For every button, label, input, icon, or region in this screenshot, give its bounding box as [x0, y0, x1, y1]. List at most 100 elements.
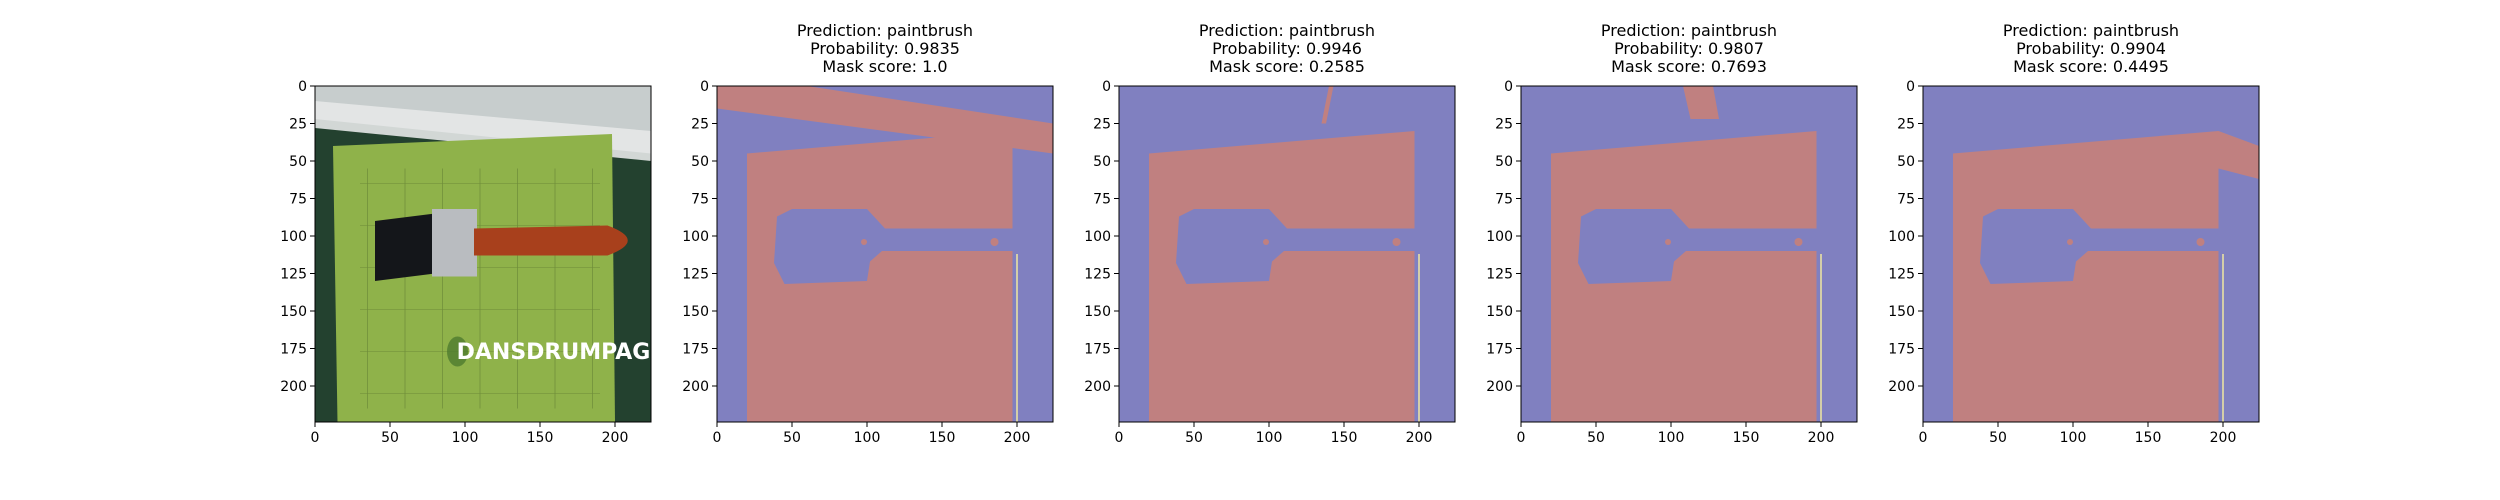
- x-tick-label: 0: [1919, 430, 1928, 446]
- panel-title-line: Prediction: paintbrush: [1199, 21, 1375, 40]
- y-tick-label: 125: [280, 267, 307, 283]
- mask-stripe-region: [2218, 131, 2259, 179]
- x-tick-label: 50: [1587, 430, 1605, 446]
- panel-2: 0 50 100 150 200 0 25 50 75 100 125 150 175 200 Predic…: [682, 21, 1054, 446]
- x-tick-label: 150: [1733, 430, 1760, 446]
- mask-brush-region: [1578, 209, 1821, 284]
- x-tick-label: 150: [1331, 430, 1358, 446]
- y-tick-label: 150: [1084, 304, 1111, 320]
- panel-title-line: Prediction: paintbrush: [797, 21, 973, 40]
- x-tick-label: 100: [452, 430, 479, 446]
- input-photo: DANSDRUMPAGE: [315, 86, 666, 422]
- y-tick-label: 75: [1495, 192, 1513, 208]
- y-tick-label: 100: [280, 229, 307, 245]
- y-tick-label: 25: [289, 117, 307, 133]
- panel-title-line: Probability: 0.9807: [1614, 39, 1764, 58]
- y-tick-label: 200: [682, 379, 709, 395]
- mask-image: [1119, 86, 1455, 422]
- y-tick-label: 25: [691, 117, 709, 133]
- panel-title-line: Mask score: 1.0: [822, 57, 947, 76]
- y-tick-label: 200: [1486, 379, 1513, 395]
- mask-brush-region: [1980, 209, 2223, 284]
- y-tick-label: 0: [298, 79, 307, 95]
- y-tick-label: 100: [1486, 229, 1513, 245]
- y-tick-label: 175: [1084, 342, 1111, 358]
- mask-foreground-region: [1149, 131, 1415, 422]
- mask-stripe-region: [717, 86, 1053, 154]
- axes-frame: [1520, 85, 1858, 423]
- x-tick-label: 50: [1989, 430, 2007, 446]
- y-tick-label: 0: [1102, 79, 1111, 95]
- x-tick-label: 50: [381, 430, 399, 446]
- x-tick-label: 0: [311, 430, 320, 446]
- axes-frame: [1922, 85, 2260, 423]
- y-tick-label: 125: [1888, 267, 1915, 283]
- x-tick-label: 150: [929, 430, 956, 446]
- panel-title-line: Probability: 0.9904: [2016, 39, 2166, 58]
- y-tick-label: 50: [289, 154, 307, 170]
- panel-title-line: Mask score: 0.4495: [2013, 57, 2169, 76]
- y-tick-label: 100: [1084, 229, 1111, 245]
- y-tick-label: 50: [691, 154, 709, 170]
- y-tick-label: 125: [1084, 267, 1111, 283]
- x-tick-label: 100: [2060, 430, 2087, 446]
- panel-3: 0 50 100 150 200 0 25 50 75 100 125 150 175 200 Predic…: [1084, 21, 1456, 446]
- axes-frame: [314, 85, 652, 423]
- y-tick-label: 175: [682, 342, 709, 358]
- x-tick-label: 0: [713, 430, 722, 446]
- x-tick-label: 100: [1256, 430, 1283, 446]
- y-tick-label: 25: [1093, 117, 1111, 133]
- x-tick-label: 200: [602, 430, 629, 446]
- mask-foreground-region: [1551, 131, 1817, 422]
- y-tick-label: 100: [1888, 229, 1915, 245]
- y-tick-label: 0: [1504, 79, 1513, 95]
- panel-title-line: Prediction: paintbrush: [2003, 21, 2179, 40]
- panel-5: 0 50 100 150 200 0 25 50 75 100 125 150 175 200 Predic…: [1888, 21, 2260, 446]
- y-tick-label: 200: [1084, 379, 1111, 395]
- y-tick-label: 200: [1888, 379, 1915, 395]
- y-tick-label: 125: [682, 267, 709, 283]
- y-tick-label: 25: [1495, 117, 1513, 133]
- x-tick-label: 150: [2135, 430, 2162, 446]
- x-tick-label: 200: [1004, 430, 1031, 446]
- y-tick-label: 50: [1093, 154, 1111, 170]
- y-tick-label: 175: [1486, 342, 1513, 358]
- mask-speck: [1263, 239, 1269, 245]
- x-tick-label: 0: [1517, 430, 1526, 446]
- mask-brush-region: [774, 209, 1017, 284]
- panel-title-line: Mask score: 0.2585: [1209, 57, 1365, 76]
- x-tick-label: 100: [854, 430, 881, 446]
- y-tick-label: 25: [1897, 117, 1915, 133]
- mask-brush-region: [1176, 209, 1419, 284]
- mask-image: [1521, 86, 1857, 422]
- y-tick-label: 75: [691, 192, 709, 208]
- photo-paper: [333, 134, 615, 422]
- x-tick-label: 50: [783, 430, 801, 446]
- mask-foreground-region: [1953, 131, 2219, 422]
- mask-stripe-region: [1321, 86, 1334, 124]
- mask-speck: [1794, 238, 1803, 246]
- photo-brush-bristles: [375, 213, 435, 281]
- y-tick-label: 75: [289, 192, 307, 208]
- panel-title-line: Probability: 0.9946: [1212, 39, 1362, 58]
- x-tick-label: 200: [2210, 430, 2237, 446]
- y-tick-label: 0: [1906, 79, 1915, 95]
- axes-frame: [716, 85, 1054, 423]
- x-tick-label: 0: [1115, 430, 1124, 446]
- mask-speck: [1665, 239, 1671, 245]
- y-tick-label: 150: [1486, 304, 1513, 320]
- y-tick-label: 0: [700, 79, 709, 95]
- mask-speck: [990, 238, 999, 246]
- photo-overlay-text: DANSDRUMPAGE: [457, 340, 666, 365]
- y-tick-label: 50: [1897, 154, 1915, 170]
- mask-image: [717, 86, 1053, 422]
- y-tick-label: 100: [682, 229, 709, 245]
- x-tick-label: 200: [1808, 430, 1835, 446]
- mask-foreground-region: [747, 131, 1013, 422]
- y-tick-label: 175: [1888, 342, 1915, 358]
- panel-1: DANSDRUMPAGE 0 50 100 150 200 0 25 50 75 100 125 150…: [280, 79, 666, 446]
- y-tick-label: 200: [280, 379, 307, 395]
- mask-image: [1923, 86, 2259, 422]
- x-tick-label: 100: [1658, 430, 1685, 446]
